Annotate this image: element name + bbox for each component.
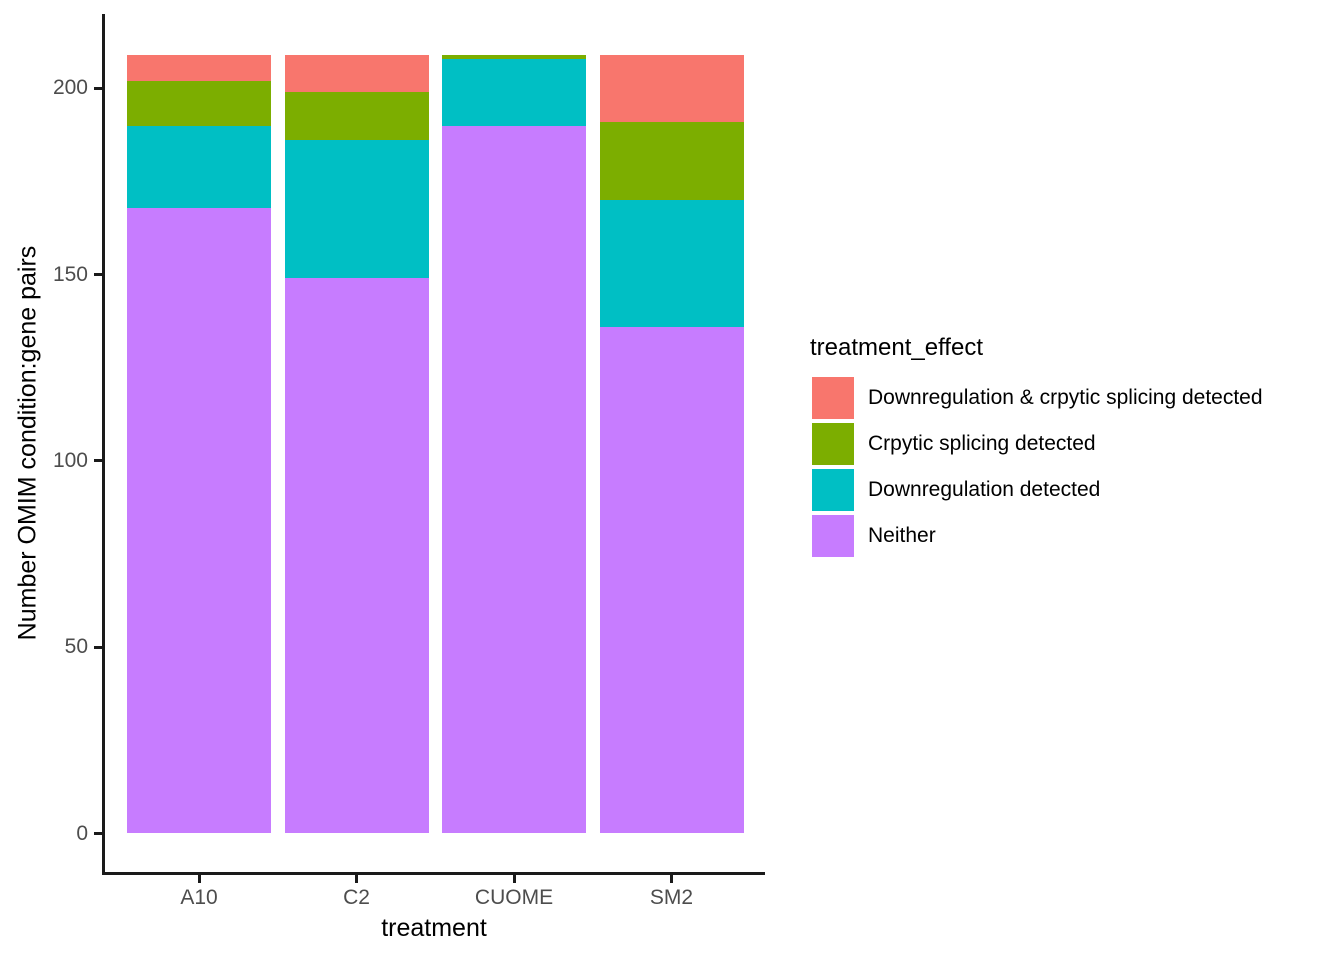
y-tick-label: 200 (52, 76, 88, 100)
legend-label-downregulation-crpytic-splicing-detected: Downregulation & crpytic splicing detect… (868, 385, 1263, 409)
legend-title: treatment_effect (810, 334, 983, 361)
y-tick-mark (93, 86, 102, 90)
bar-segment-sm2-downregulation-detected (599, 200, 744, 327)
y-axis-line (101, 14, 105, 875)
x-tick-label-c2: C2 (343, 886, 370, 909)
x-tick-label-cuome: CUOME (474, 886, 554, 909)
y-tick-mark (93, 645, 102, 649)
legend-label-crpytic-splicing-detected: Crpytic splicing detected (868, 431, 1096, 455)
x-tick-mark (355, 874, 358, 883)
bar-segment-cuome-neither (442, 125, 586, 834)
legend-swatch-downregulation-detected (812, 469, 854, 512)
bar-segment-cuome-crpytic-splicing-detected (442, 54, 586, 59)
bar-segment-sm2-crpytic-splicing-detected (599, 121, 744, 201)
y-tick-mark (93, 273, 102, 277)
legend-swatch-crpytic-splicing-detected (812, 422, 854, 465)
legend-swatch-neither (812, 515, 854, 558)
y-tick-label: 100 (52, 448, 88, 472)
x-tick-mark (670, 874, 673, 883)
x-axis-title: treatment (381, 914, 487, 942)
bar-segment-c2-downregulation-crpytic-splicing-detected (284, 54, 429, 93)
y-tick-mark (93, 832, 102, 835)
legend-label-neither: Neither (868, 524, 936, 548)
bar-segment-cuome-downregulation-detected (442, 58, 586, 126)
bar-segment-c2-neither (284, 278, 429, 834)
x-tick-mark (512, 874, 516, 883)
y-axis-title: Number OMIM condition:gene pairs (13, 245, 42, 641)
x-axis-line (101, 871, 765, 875)
legend-swatch-downregulation-crpytic-splicing-detected (812, 376, 854, 419)
bar-segment-sm2-downregulation-crpytic-splicing-detected (599, 54, 744, 122)
x-tick-mark (197, 874, 201, 883)
bar-segment-a10-neither (127, 207, 271, 834)
y-tick-label: 50 (64, 635, 88, 659)
bar-segment-a10-downregulation-crpytic-splicing-detected (127, 54, 271, 81)
bar-segment-a10-crpytic-splicing-detected (127, 80, 271, 126)
bar-segment-a10-downregulation-detected (127, 125, 271, 208)
y-tick-mark (93, 459, 102, 463)
legend-label-downregulation-detected: Downregulation detected (868, 478, 1101, 502)
bar-segment-c2-crpytic-splicing-detected (284, 92, 429, 141)
y-tick-label: 150 (52, 262, 88, 286)
y-tick-label: 0 (76, 821, 88, 845)
x-tick-label-sm2: SM2 (649, 886, 694, 909)
bar-segment-c2-downregulation-detected (284, 140, 429, 279)
bar-segment-sm2-neither (599, 326, 744, 834)
x-tick-label-a10: A10 (180, 886, 218, 909)
